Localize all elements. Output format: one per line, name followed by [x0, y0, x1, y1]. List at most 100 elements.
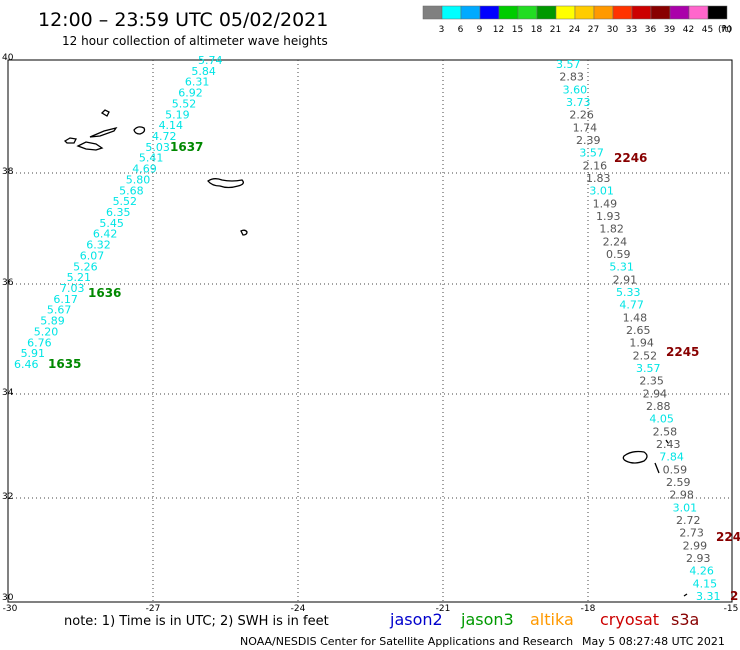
wave-height-value: 1.94 [629, 337, 654, 350]
wave-height-value: 0.59 [663, 463, 688, 476]
lat-label: 36 [2, 278, 14, 288]
color-scale-box [422, 5, 443, 20]
color-scale-label: 39 [664, 25, 676, 35]
satellite-legend-s3a: s3a [671, 610, 699, 629]
wave-height-value: 2.72 [676, 514, 701, 527]
color-scale-label: 27 [588, 25, 599, 35]
wave-height-value: 5.31 [609, 261, 634, 274]
wave-height-value: 6.92 [178, 87, 203, 100]
track-time-label: 2245 [666, 345, 699, 359]
color-scale-unit: (ft) [718, 25, 732, 35]
island-outline [683, 593, 688, 597]
color-scale-box [612, 5, 633, 20]
wave-height-value: 6.76 [27, 336, 52, 349]
wave-height-value: 5.21 [67, 271, 92, 284]
wave-height-value: 6.31 [185, 76, 210, 89]
lat-label: 30 [2, 593, 14, 603]
color-scale-box [574, 5, 595, 20]
wave-height-value: 3.73 [566, 96, 591, 109]
wave-height-value: 6.32 [86, 239, 111, 252]
wave-height-value: 2.88 [646, 400, 671, 413]
page-title: 12:00 – 23:59 UTC 05/02/2021 [38, 9, 328, 31]
color-scale-box [498, 5, 519, 20]
track-time-label: 1637 [170, 140, 203, 154]
wave-height-value: 3.31 [696, 590, 721, 603]
longitude-labels: -30 -27 -24 -21 -18 -15 [3, 604, 739, 614]
satellite-legend-altika: altika [530, 610, 574, 629]
wave-height-value: 4.05 [649, 413, 674, 426]
island-outline [665, 439, 669, 444]
track-time-label: 1636 [88, 286, 121, 300]
color-scale-bar: 3 6 9 12 15 18 21 24 27 30 33 36 39 42 45 70 [422, 5, 733, 35]
lon-label: -21 [436, 604, 451, 614]
wave-height-value: 5.52 [113, 195, 138, 208]
wave-height-value: 5.84 [191, 65, 216, 78]
color-scale-label: 33 [626, 25, 637, 35]
color-scale-box [688, 5, 709, 20]
wave-height-value: 1.82 [599, 223, 624, 236]
color-scale-box [479, 5, 500, 20]
wave-height-value: 2.52 [633, 349, 658, 362]
color-scale-label: 30 [607, 25, 619, 35]
footer-credit: NOAA/NESDIS Center for Satellite Applica… [240, 635, 573, 648]
wave-height-value: 4.77 [619, 299, 644, 312]
island-outline [89, 126, 118, 138]
wave-height-value: 4.69 [132, 163, 157, 176]
lat-label: 32 [2, 492, 13, 502]
wave-height-value: 2.93 [686, 552, 711, 565]
wave-height-value: 4.26 [689, 565, 714, 578]
color-scale-label: 3 [439, 25, 445, 35]
wave-height-value: 5.19 [165, 108, 190, 121]
wave-height-value: 5.20 [34, 325, 59, 338]
color-scale-label: 45 [702, 25, 713, 35]
wave-height-value: 3.57 [556, 58, 581, 71]
lon-label: -15 [724, 604, 739, 614]
wave-height-value: 6.07 [80, 249, 105, 262]
island-outline [240, 229, 248, 236]
wave-height-value: 1.49 [593, 197, 618, 210]
wave-height-value: 2.99 [683, 539, 708, 552]
wave-height-value: 3.01 [673, 501, 698, 514]
wave-height-value: 4.15 [693, 577, 718, 590]
color-scale-box [441, 5, 462, 20]
color-scale-label: 36 [645, 25, 657, 35]
lon-label: -27 [146, 604, 161, 614]
wave-height-value: 5.03 [145, 141, 170, 154]
island-outline [100, 109, 110, 117]
island-outlines [63, 109, 688, 597]
wave-height-value: 6.35 [106, 206, 131, 219]
color-scale-box [669, 5, 690, 20]
wave-height-value: 6.46 [14, 358, 39, 371]
wave-height-value: 2.16 [583, 159, 608, 172]
color-scale-box [650, 5, 671, 20]
color-scale-box [631, 5, 652, 20]
wave-height-value: 2.58 [653, 425, 678, 438]
island-outline [654, 462, 660, 474]
wave-height-value: 5.91 [21, 347, 45, 360]
latitude-labels: 40 38 36 34 32 30 [2, 53, 14, 603]
wave-height-value: 5.74 [198, 54, 223, 67]
color-scale-label: 12 [493, 25, 504, 35]
wave-height-value: 5.33 [616, 286, 641, 299]
wave-height-value: 5.26 [73, 260, 98, 273]
wave-height-value: 3.57 [579, 147, 604, 160]
wave-height-value: 2.26 [569, 109, 594, 122]
color-scale-label: 42 [683, 25, 694, 35]
wave-height-value: 3.01 [589, 185, 614, 198]
wave-height-value: 6.42 [93, 228, 118, 241]
satellite-legend: jason2 jason3 altika cryosat s3a [389, 610, 699, 629]
color-scale-box [536, 5, 557, 20]
color-scale-box [460, 5, 481, 20]
wave-height-value: 1.93 [596, 210, 621, 223]
lon-label: -30 [3, 604, 18, 614]
color-scale-box [517, 5, 538, 20]
wave-height-value: 5.67 [47, 304, 72, 317]
lat-label: 40 [2, 53, 14, 63]
color-scale-label: 70 [721, 25, 733, 35]
track-time-label: 224 [716, 530, 740, 544]
wave-height-value: 7.03 [60, 282, 85, 295]
wave-height-value: 3.60 [563, 83, 588, 96]
lat-lon-grid [8, 60, 732, 602]
wave-height-value: 5.68 [119, 184, 143, 197]
footer-timestamp: May 5 08:27:48 UTC 2021 [582, 635, 725, 648]
